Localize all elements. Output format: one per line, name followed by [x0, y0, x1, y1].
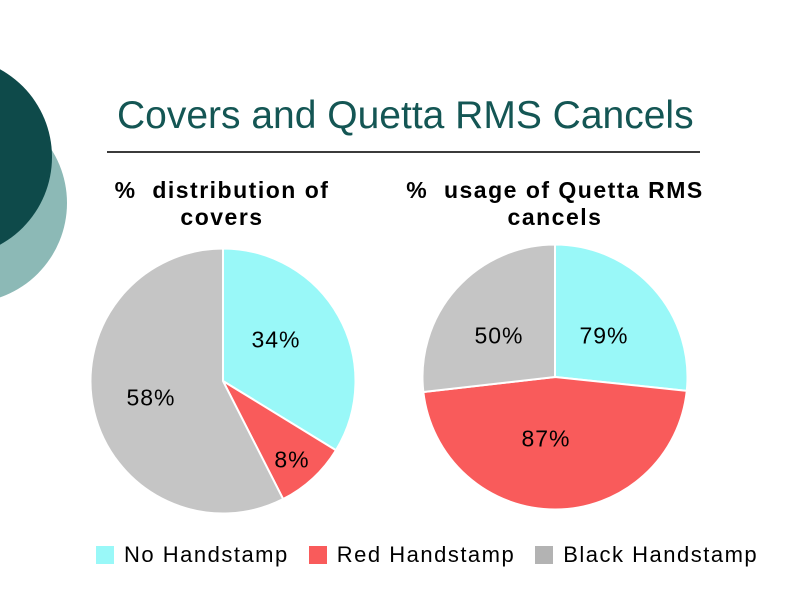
pie-slice-red-handstamp — [422, 376, 688, 511]
pie-chart-quetta-rms-usage: 79% 87% 50% — [421, 243, 689, 511]
legend-swatch-no-handstamp — [96, 546, 114, 564]
pie-slice-no-handstamp — [222, 247, 357, 452]
legend-label-red-handstamp: Red Handstamp — [336, 542, 516, 567]
left-chart-title: % distribution of covers — [62, 177, 382, 231]
legend-label-black-handstamp: Black Handstamp — [563, 542, 759, 567]
right-chart-title: % usage of Quetta RMS cancels — [395, 177, 715, 231]
pie-slice-label: 50% — [474, 322, 524, 349]
pie-slice-label: 34% — [251, 326, 301, 353]
pie-slice-black-handstamp — [89, 247, 285, 515]
pie-chart-covers-distribution: 34% 8% 58% — [89, 247, 357, 515]
pie-slice-label: 79% — [579, 322, 629, 349]
pie-slice-label: 58% — [126, 384, 176, 411]
pie-slice-black-handstamp — [421, 243, 556, 393]
legend-swatch-black-handstamp — [535, 546, 554, 564]
right-chart-title-line1: % usage of Quetta RMS — [406, 177, 704, 203]
legend-item-red-handstamp: Red Handstamp — [308, 542, 516, 568]
slide-title: Covers and Quetta RMS Cancels — [117, 94, 694, 137]
pie-slice-label: 8% — [274, 446, 310, 473]
pie-slice-label: 87% — [521, 425, 571, 452]
legend-swatch-red-handstamp — [308, 546, 327, 564]
right-chart-title-line2: cancels — [507, 204, 603, 230]
left-chart-title-line2: covers — [180, 204, 264, 230]
pie-slice-no-handstamp — [554, 243, 689, 392]
legend-item-black-handstamp: Black Handstamp — [535, 542, 758, 568]
legend-item-no-handstamp: No Handstamp — [96, 542, 289, 568]
legend-label-no-handstamp: No Handstamp — [124, 542, 289, 567]
legend: No Handstamp Red Handstamp Black Handsta… — [96, 542, 758, 568]
title-underline — [107, 151, 700, 153]
left-chart-title-line1: % distribution of — [114, 177, 330, 203]
